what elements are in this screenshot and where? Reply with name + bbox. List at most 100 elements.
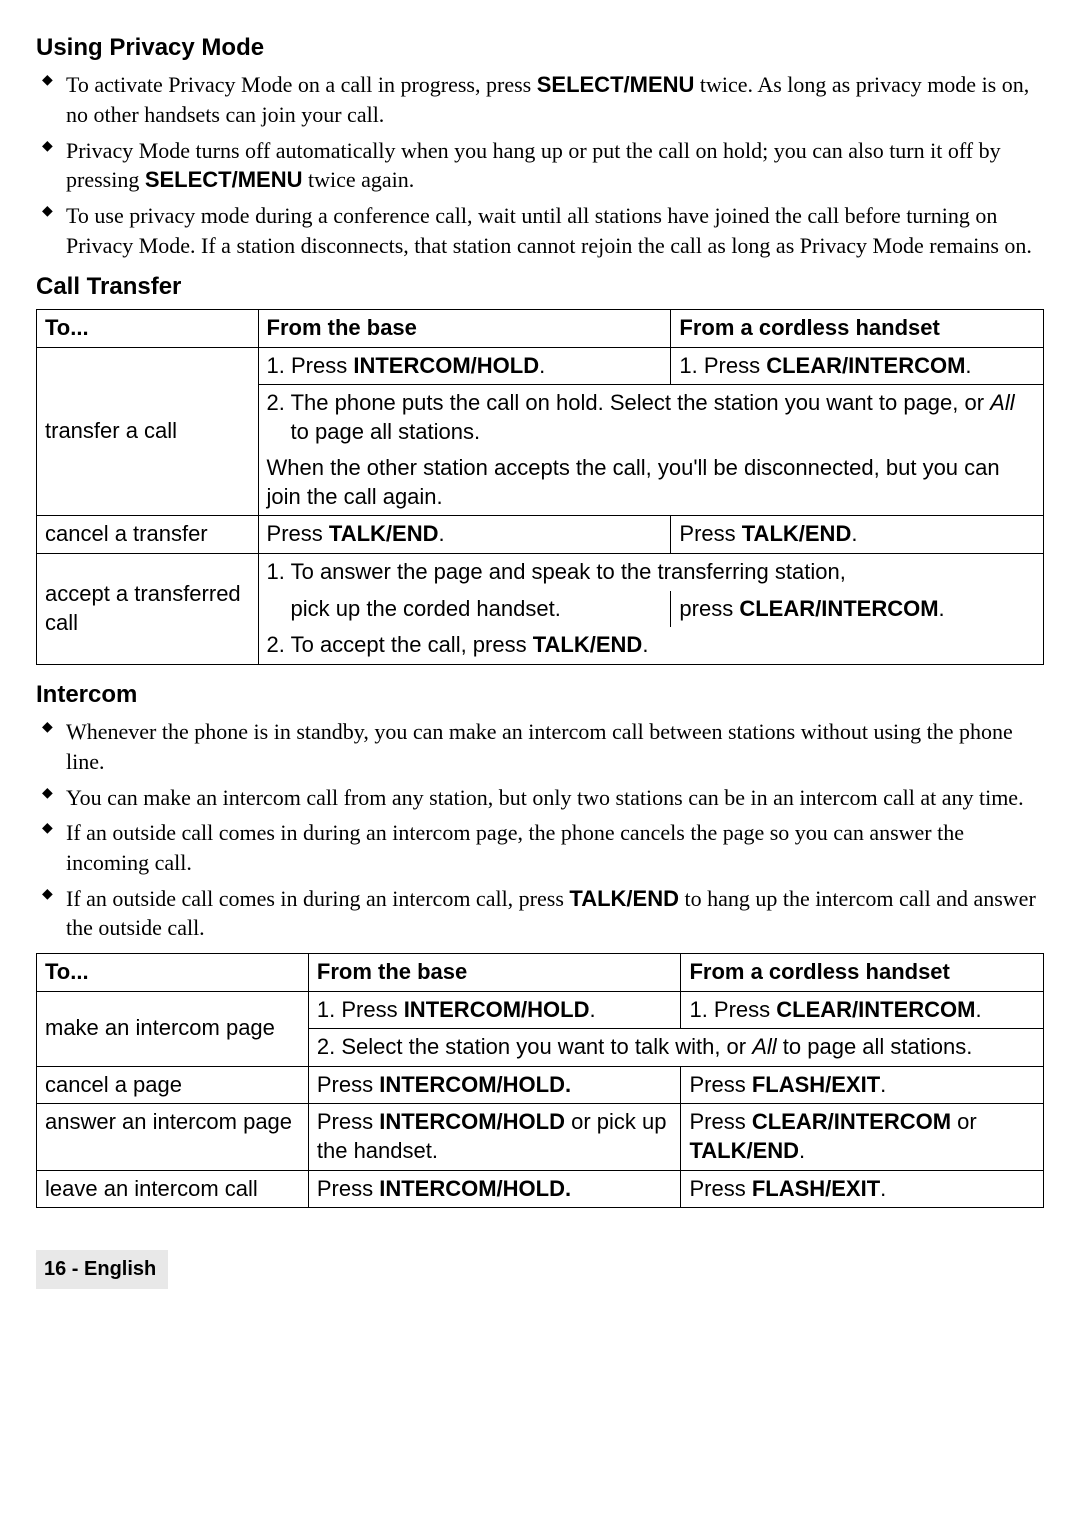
text: 2. To accept the call, press (267, 632, 533, 657)
cell: pick up the corded handset. (258, 591, 671, 628)
text: If an outside call comes in during an in… (66, 886, 569, 911)
privacy-bullet-3: To use privacy mode during a conference … (36, 201, 1044, 260)
text: . (851, 521, 857, 546)
cell-label: accept a transferred call (37, 554, 259, 665)
cell: When the other station accepts the call,… (258, 450, 1043, 516)
heading-call-transfer: Call Transfer (36, 271, 1044, 303)
page-footer: 16 - English (36, 1250, 168, 1289)
col-to: To... (37, 309, 259, 347)
table-row: cancel a page Press INTERCOM/HOLD. Press… (37, 1066, 1044, 1104)
cell: 1. Press CLEAR/INTERCOM. (671, 347, 1044, 385)
table-row: cancel a transfer Press TALK/END. Press … (37, 516, 1044, 554)
key: TALK/END (742, 521, 852, 546)
text: To activate Privacy Mode on a call in pr… (66, 72, 537, 97)
cell: 2. The phone puts the call on hold. Sele… (258, 385, 1043, 451)
table-row: answer an intercom page Press INTERCOM/H… (37, 1104, 1044, 1170)
cell-label: make an intercom page (37, 991, 309, 1066)
cell-label: answer an intercom page (37, 1104, 309, 1170)
privacy-bullets: To activate Privacy Mode on a call in pr… (36, 70, 1044, 260)
cell: 1. To answer the page and speak to the t… (258, 554, 1043, 591)
cell: press CLEAR/INTERCOM. (671, 591, 1044, 628)
key: INTERCOM/HOLD. (379, 1072, 571, 1097)
key: CLEAR/INTERCOM (776, 997, 975, 1022)
text: . (438, 521, 444, 546)
text: 1. Press (317, 997, 404, 1022)
key: SELECT/MENU (145, 167, 303, 192)
cell-label: transfer a call (37, 347, 259, 516)
key: FLASH/EXIT (752, 1176, 880, 1201)
text: . (975, 997, 981, 1022)
cell: Press FLASH/EXIT. (681, 1170, 1044, 1208)
cell-label: leave an intercom call (37, 1170, 309, 1208)
text: . (799, 1138, 805, 1163)
key: TALK/END (689, 1138, 799, 1163)
key: CLEAR/INTERCOM (752, 1109, 951, 1134)
intercom-bullets: Whenever the phone is in standby, you ca… (36, 717, 1044, 943)
text: to page all stations. (291, 419, 481, 444)
cell: Press TALK/END. (671, 516, 1044, 554)
key: SELECT/MENU (537, 72, 695, 97)
intercom-table: To... From the base From a cordless hand… (36, 953, 1044, 1208)
cell: Press TALK/END. (258, 516, 671, 554)
privacy-bullet-2: Privacy Mode turns off automatically whe… (36, 136, 1044, 195)
privacy-bullet-1: To activate Privacy Mode on a call in pr… (36, 70, 1044, 129)
cell: Press INTERCOM/HOLD. (308, 1170, 681, 1208)
text: Press (689, 1176, 751, 1201)
text: . (589, 997, 595, 1022)
col-handset: From a cordless handset (681, 954, 1044, 992)
key: INTERCOM/HOLD (404, 997, 590, 1022)
text: 1. Press (267, 353, 354, 378)
text: Press (689, 1109, 751, 1134)
key: INTERCOM/HOLD (353, 353, 539, 378)
table-header-row: To... From the base From a cordless hand… (37, 954, 1044, 992)
text: 1. Press (679, 353, 766, 378)
text: Press (317, 1072, 379, 1097)
call-transfer-table: To... From the base From a cordless hand… (36, 309, 1044, 665)
text-italic: All (752, 1034, 776, 1059)
text: Press (679, 521, 741, 546)
text: 1. Press (689, 997, 776, 1022)
text: 2. The phone puts the call on hold. Sele… (267, 390, 991, 415)
text: . (939, 596, 945, 621)
text: 2. Select the station you want to talk w… (317, 1034, 752, 1059)
text: . (539, 353, 545, 378)
text: Press (317, 1176, 379, 1201)
cell-label: cancel a page (37, 1066, 309, 1104)
text: twice again. (303, 167, 415, 192)
heading-privacy: Using Privacy Mode (36, 32, 1044, 64)
cell: 2. To accept the call, press TALK/END. (258, 627, 1043, 664)
intercom-bullet-1: Whenever the phone is in standby, you ca… (36, 717, 1044, 776)
key: TALK/END (329, 521, 439, 546)
cell: Press INTERCOM/HOLD. (308, 1066, 681, 1104)
table-row: transfer a call 1. Press INTERCOM/HOLD. … (37, 347, 1044, 385)
text: Press (317, 1109, 379, 1134)
cell: 2. Select the station you want to talk w… (308, 1029, 1043, 1067)
cell: Press FLASH/EXIT. (681, 1066, 1044, 1104)
cell: 1. Press INTERCOM/HOLD. (308, 991, 681, 1029)
col-handset: From a cordless handset (671, 309, 1044, 347)
text: to page all stations. (777, 1034, 973, 1059)
key: INTERCOM/HOLD. (379, 1176, 571, 1201)
intercom-bullet-4: If an outside call comes in during an in… (36, 884, 1044, 943)
text-italic: All (990, 390, 1014, 415)
intercom-bullet-3: If an outside call comes in during an in… (36, 818, 1044, 877)
key: FLASH/EXIT (752, 1072, 880, 1097)
text: press (679, 596, 739, 621)
text: Press (689, 1072, 751, 1097)
key: CLEAR/INTERCOM (739, 596, 938, 621)
text: . (880, 1176, 886, 1201)
text: . (965, 353, 971, 378)
intercom-bullet-2: You can make an intercom call from any s… (36, 783, 1044, 813)
key: CLEAR/INTERCOM (766, 353, 965, 378)
heading-intercom: Intercom (36, 679, 1044, 711)
text: or (951, 1109, 977, 1134)
table-row: make an intercom page 1. Press INTERCOM/… (37, 991, 1044, 1029)
cell: 1. Press CLEAR/INTERCOM. (681, 991, 1044, 1029)
table-header-row: To... From the base From a cordless hand… (37, 309, 1044, 347)
key: INTERCOM/HOLD (379, 1109, 565, 1134)
cell: Press CLEAR/INTERCOM or TALK/END. (681, 1104, 1044, 1170)
col-base: From the base (308, 954, 681, 992)
table-row: leave an intercom call Press INTERCOM/HO… (37, 1170, 1044, 1208)
text: . (880, 1072, 886, 1097)
key: TALK/END (569, 886, 679, 911)
